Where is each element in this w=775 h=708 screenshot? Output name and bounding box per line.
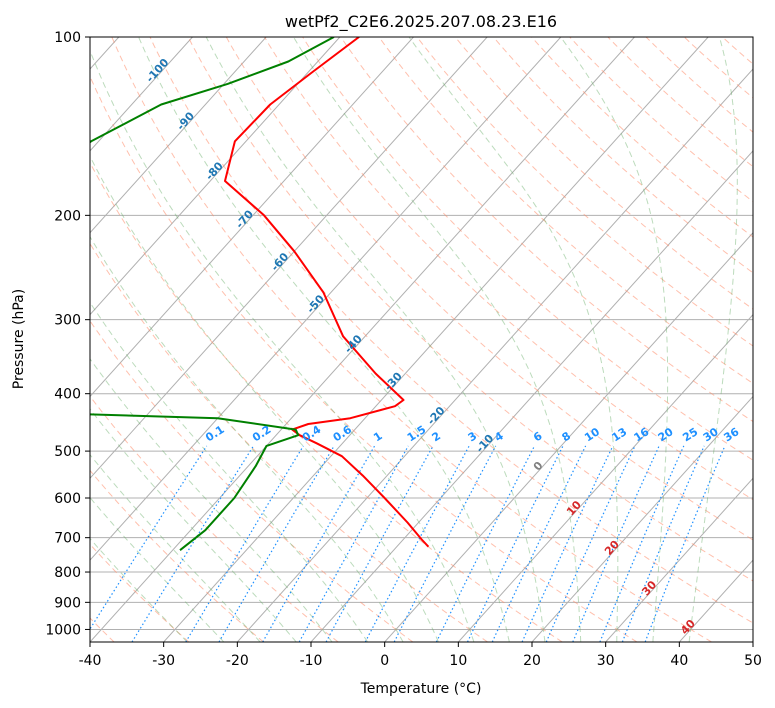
isotherm-line — [605, 477, 753, 642]
isotherm-line — [752, 641, 753, 642]
moist-adiabat-line — [90, 49, 475, 642]
isotherm-line — [90, 37, 562, 561]
x-tick-label: 50 — [744, 653, 762, 669]
y-tick-label: 200 — [54, 208, 81, 224]
dry-adiabat-line — [225, 37, 753, 541]
temperature-profile-line — [224, 37, 430, 548]
mixing-ratio-line — [298, 445, 409, 642]
y-tick-label: 700 — [54, 531, 81, 547]
y-tick-label: 300 — [54, 313, 81, 329]
dry-adiabat-line — [340, 37, 753, 423]
x-tick-label: 20 — [523, 653, 541, 669]
y-tick-label: 500 — [54, 444, 81, 460]
moist-adiabat-line — [205, 37, 546, 642]
y-tick-label: 800 — [54, 565, 81, 581]
isotherm-line — [90, 37, 193, 152]
dewpoint-profile-line — [90, 37, 335, 551]
moist-adiabat-line — [90, 301, 369, 642]
x-tick-label: -20 — [226, 653, 249, 669]
mixing-ratio-line — [218, 445, 335, 642]
y-tick-label: 900 — [54, 595, 81, 611]
moist-adiabat-line — [90, 235, 404, 642]
x-tick-label: -30 — [152, 653, 175, 669]
dry-adiabat-line — [761, 37, 775, 642]
isotherm-line — [90, 37, 488, 480]
moist-adiabat-line — [408, 37, 619, 642]
moist-adiabat-line — [90, 453, 261, 642]
dry-adiabat-line — [90, 320, 414, 642]
mixing-ratio-line — [572, 445, 660, 642]
mixing-ratio-line — [131, 445, 255, 642]
dry-adiabat-line — [416, 37, 753, 347]
isotherm-line — [90, 37, 414, 398]
x-axis-label: Temperature (°C) — [360, 681, 482, 697]
x-tick-label: 30 — [597, 653, 615, 669]
moist-adiabat-line — [138, 37, 510, 642]
chart-title: wetPf2_C2E6.2025.207.08.23.E16 — [285, 12, 557, 32]
moist-adiabat-line — [90, 358, 333, 642]
isotherm-line — [457, 313, 753, 642]
mixing-ratio-line — [90, 445, 208, 631]
dry-adiabat-line — [90, 242, 488, 642]
x-tick-label: 0 — [380, 653, 389, 669]
mixing-ratio-line — [435, 445, 536, 642]
moist-adiabat-line — [90, 155, 439, 642]
x-tick-label: 10 — [449, 653, 467, 669]
dry-adiabat-line — [454, 37, 753, 310]
isotherm-line — [90, 37, 341, 316]
axis-layer: -40 -30 -20 -10 0 10 20 30 40 50 100 200 300 400 500 60… — [45, 30, 762, 669]
x-tick-label: -40 — [79, 653, 102, 669]
dry-adiabat-line — [149, 37, 753, 624]
isotherm-line — [90, 37, 635, 642]
isotherm-line — [90, 37, 267, 234]
y-tick-label: 1000 — [45, 622, 81, 638]
x-tick-label: -10 — [300, 653, 323, 669]
mixing-ratio-line — [185, 445, 304, 642]
isotherm-line — [236, 68, 753, 642]
x-tick-label: 40 — [670, 653, 688, 669]
moist-adiabat-line — [688, 37, 738, 642]
dry-adiabat-line — [187, 37, 753, 582]
plot-background — [90, 37, 753, 642]
dry-adiabat-line — [111, 37, 712, 642]
dry-adiabat-line — [90, 161, 563, 642]
dry-adiabat-line — [493, 37, 753, 274]
y-tick-label: 600 — [54, 491, 81, 507]
isotherm-line — [163, 37, 709, 642]
dry-adiabat-line — [90, 395, 339, 642]
plot-frame — [89, 36, 754, 643]
mixing-ratio-line — [393, 445, 497, 642]
isotherm-line — [384, 231, 753, 642]
dry-adiabat-line — [90, 75, 638, 642]
grid-layer — [90, 37, 775, 642]
moist-adiabat-line — [560, 37, 669, 642]
y-axis-label: Pressure (hPa) — [11, 289, 27, 389]
isotherm-line — [310, 150, 753, 642]
mixing-ratio-line — [325, 445, 434, 642]
dry-adiabat-line — [264, 37, 753, 501]
isotherm-line — [531, 395, 753, 642]
dry-adiabat-line — [378, 37, 753, 385]
mixing-ratio-line — [491, 445, 587, 642]
y-tick-label: 100 — [54, 30, 81, 46]
series-layer — [90, 37, 430, 551]
mixing-ratio-line — [466, 445, 564, 642]
mixing-ratio-line — [599, 445, 685, 642]
dry-adiabat-line — [531, 37, 753, 238]
moist-adiabat-line — [293, 37, 582, 642]
y-tick-label: 400 — [54, 387, 81, 403]
